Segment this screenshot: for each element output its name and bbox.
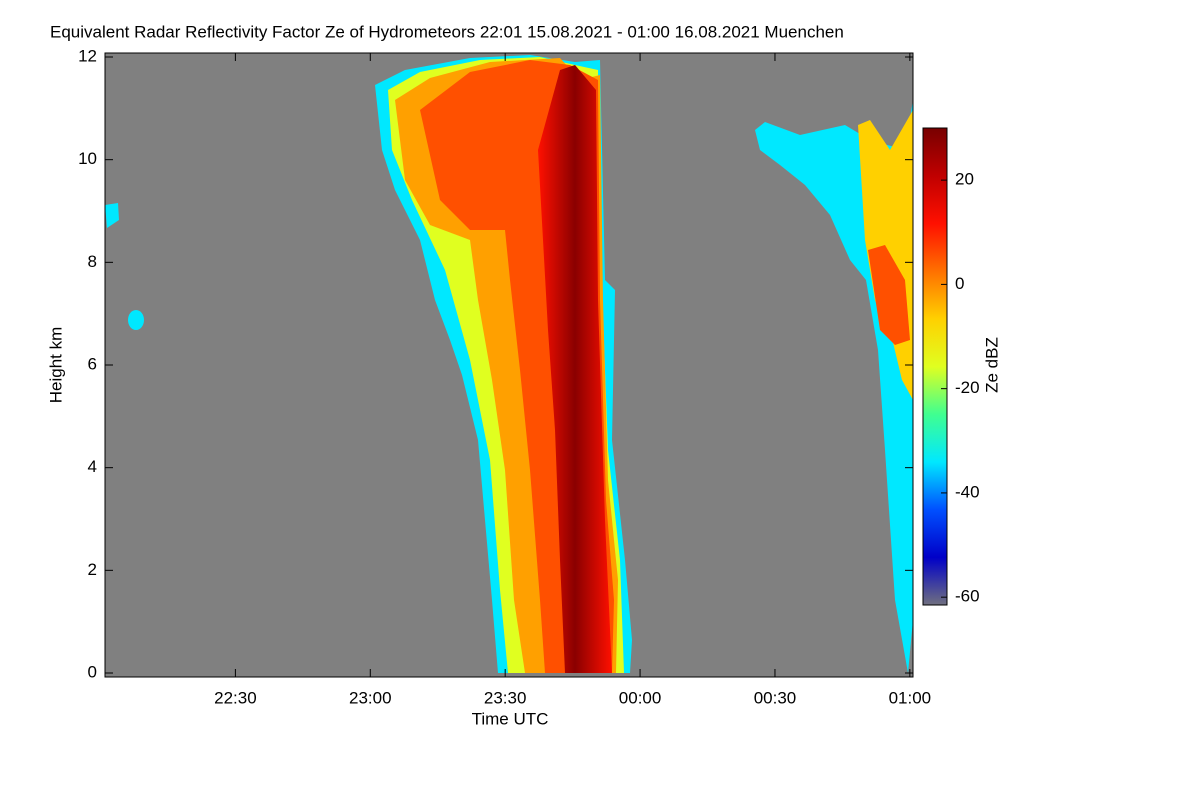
chart-title: Equivalent Radar Reflectivity Factor Ze … [50, 22, 844, 41]
y-tick-label: 6 [88, 354, 97, 373]
y-tick-label: 8 [88, 252, 97, 271]
colorbar [922, 127, 948, 606]
x-tick-label: 23:00 [349, 688, 392, 707]
y-tick-label: 4 [88, 457, 97, 476]
colorbar-tick-label: 0 [955, 274, 964, 293]
x-tick-label: 00:30 [754, 688, 797, 707]
colorbar-label: Ze dBZ [982, 337, 1001, 393]
y-tick-label: 0 [88, 662, 97, 681]
x-tick-label: 22:30 [214, 688, 257, 707]
y-tick-label: 2 [88, 560, 97, 579]
y-axis-label: Height km [46, 327, 65, 404]
colorbar-tick-label: -40 [955, 482, 980, 501]
y-tick-label: 10 [78, 149, 97, 168]
x-tick-label: 01:00 [889, 688, 932, 707]
y-tick-label: 12 [78, 46, 97, 65]
colorbar-tick-label: -60 [955, 587, 980, 606]
x-tick-label: 00:00 [619, 688, 662, 707]
x-tick-label: 23:30 [484, 688, 527, 707]
colorbar-tick-label: -20 [955, 378, 980, 397]
radar-field [105, 55, 913, 673]
x-axis-label: Time UTC [472, 709, 549, 728]
colorbar-tick-label: 20 [955, 170, 974, 189]
